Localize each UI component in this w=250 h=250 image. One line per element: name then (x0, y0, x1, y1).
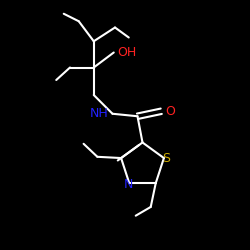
Text: OH: OH (118, 46, 137, 59)
Text: N: N (123, 178, 133, 191)
Text: NH: NH (90, 107, 109, 120)
Text: O: O (166, 105, 175, 118)
Text: S: S (162, 152, 170, 164)
